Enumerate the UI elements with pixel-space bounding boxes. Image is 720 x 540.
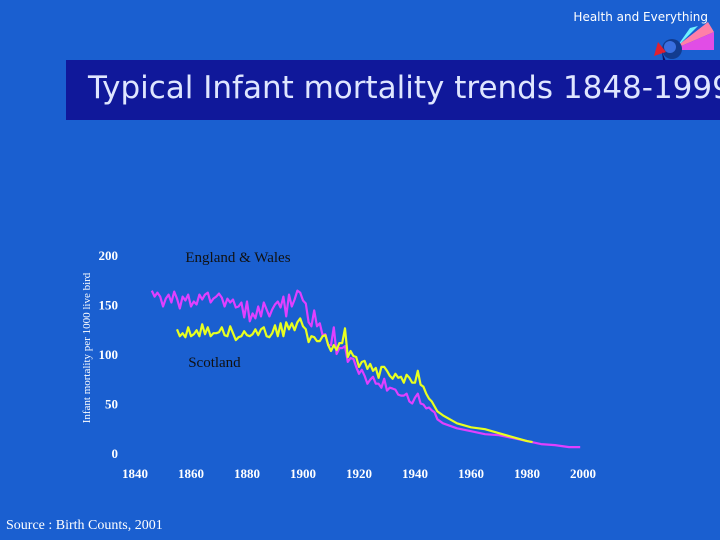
logo-icon [654,22,714,68]
series-annotation: England & Wales [185,250,290,266]
series-line-scotland [175,317,533,444]
page-title: Typical Infant mortality trends 1848-199… [88,70,720,106]
x-tick-label: 1960 [458,466,484,481]
y-axis-label: Infant mortality per 1000 live bird [81,272,93,423]
title-bar: Typical Infant mortality trends 1848-199… [66,60,720,120]
series-annotation: Scotland [188,355,241,371]
y-tick-label: 200 [99,248,119,263]
x-tick-label: 1900 [290,466,316,481]
x-tick-label: 1840 [122,466,148,481]
x-tick-label: 1860 [178,466,204,481]
x-tick-label: 1920 [346,466,372,481]
x-tick-label: 1940 [402,466,428,481]
y-tick-label: 0 [112,446,119,461]
brand-label: Health and Everything [573,10,708,24]
source-note: Source : Birth Counts, 2001 [6,518,163,533]
x-tick-label: 1880 [234,466,260,481]
y-tick-label: 150 [99,298,119,313]
y-tick-label: 100 [99,347,119,362]
y-tick-label: 50 [105,397,118,412]
series-line-england-wales [150,289,581,449]
x-tick-label: 2000 [570,466,596,481]
x-tick-label: 1980 [514,466,540,481]
